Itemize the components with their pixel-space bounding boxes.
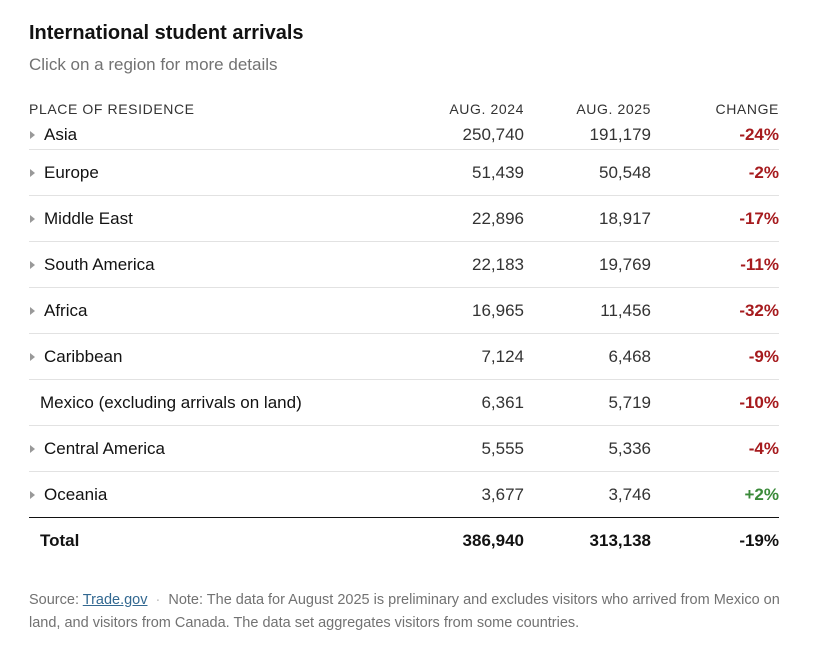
region-cell[interactable]: Middle East [29, 195, 359, 242]
column-header-change: CHANGE [715, 101, 779, 117]
region-label: Caribbean [44, 346, 123, 366]
change-value: -17% [651, 195, 779, 242]
change-value: -9% [651, 333, 779, 380]
expand-arrow-icon[interactable] [30, 444, 35, 453]
change-value: -4% [651, 425, 779, 472]
value-aug-2024: 5,555 [359, 425, 524, 472]
region-cell[interactable]: South America [29, 241, 359, 288]
expand-arrow-icon[interactable] [30, 352, 35, 361]
total-label: Total [40, 530, 80, 550]
expand-arrow-icon[interactable] [30, 168, 35, 177]
chart-footer: Source: Trade.gov · Note: The data for Aug… [29, 589, 789, 635]
value-aug-2025: 5,719 [524, 379, 651, 426]
source-link[interactable]: Trade.gov [82, 592, 148, 608]
total-row: Total 386,940 313,138 -19% [29, 518, 779, 564]
table-body: Asia 250,740 191,179 -24% Europe 51,439 50,548… [29, 123, 779, 563]
separator-dot: · [155, 592, 161, 608]
chart-subtitle: Click on a region for more details [29, 55, 278, 74]
region-label: Mexico (excluding arrivals on land) [40, 392, 302, 412]
value-aug-2025: 18,917 [524, 195, 651, 242]
region-label: Africa [44, 300, 88, 320]
value-aug-2025: 191,179 [524, 123, 651, 150]
column-header-aug-2024: AUG. 2024 [449, 101, 524, 117]
footer-note: Note: The data for August 2025 is prelim… [29, 592, 780, 631]
region-cell[interactable]: Asia [29, 123, 359, 150]
table-row[interactable]: South America 22,183 19,769 -11% [29, 241, 779, 288]
table-row[interactable]: Africa 16,965 11,456 -32% [29, 287, 779, 334]
change-value: -24% [651, 123, 779, 150]
table-row: Mexico (excluding arrivals on land) 6,361… [29, 379, 779, 426]
source-label: Source: [29, 592, 83, 608]
table-row[interactable]: Europe 51,439 50,548 -2% [29, 149, 779, 196]
region-cell[interactable]: Caribbean [29, 333, 359, 380]
chart-container: International student arrivals Click on … [29, 20, 780, 563]
value-aug-2024: 6,361 [359, 379, 524, 426]
change-value: -10% [651, 379, 779, 426]
region-label: Europe [44, 162, 99, 182]
change-value: -2% [651, 149, 779, 196]
region-cell[interactable]: Central America [29, 425, 359, 472]
region-label: South America [44, 254, 155, 274]
value-aug-2024: 3,677 [359, 471, 524, 518]
value-aug-2024: 51,439 [359, 149, 524, 196]
expand-arrow-icon[interactable] [30, 306, 35, 315]
total-aug-2024: 386,940 [462, 530, 524, 550]
value-aug-2025: 3,746 [524, 471, 651, 518]
chart-title: International student arrivals [29, 22, 304, 44]
total-change: -19% [739, 530, 779, 550]
region-label: Oceania [44, 484, 108, 504]
value-aug-2024: 250,740 [359, 123, 524, 150]
region-cell: Mexico (excluding arrivals on land) [29, 379, 359, 426]
expand-arrow-icon[interactable] [30, 260, 35, 269]
value-aug-2025: 5,336 [524, 425, 651, 472]
change-value: +2% [651, 471, 779, 518]
change-value: -11% [651, 241, 779, 288]
value-aug-2024: 7,124 [359, 333, 524, 380]
table-row[interactable]: Central America 5,555 5,336 -4% [29, 425, 779, 472]
region-cell[interactable]: Europe [29, 149, 359, 196]
expand-arrow-icon[interactable] [30, 214, 35, 223]
region-label: Middle East [44, 208, 133, 228]
table-row[interactable]: Middle East 22,896 18,917 -17% [29, 195, 779, 242]
expand-arrow-icon[interactable] [30, 490, 35, 499]
value-aug-2025: 19,769 [524, 241, 651, 288]
change-value: -32% [651, 287, 779, 334]
table-row[interactable]: Oceania 3,677 3,746 +2% [29, 471, 779, 518]
column-header-place: PLACE OF RESIDENCE [29, 101, 195, 117]
region-cell[interactable]: Oceania [29, 471, 359, 518]
region-cell[interactable]: Africa [29, 287, 359, 334]
arrivals-table: PLACE OF RESIDENCE AUG. 2024 AUG. 2025 C… [29, 101, 779, 563]
column-header-aug-2025: AUG. 2025 [576, 101, 651, 117]
value-aug-2024: 22,896 [359, 195, 524, 242]
total-aug-2025: 313,138 [589, 530, 651, 550]
value-aug-2024: 22,183 [359, 241, 524, 288]
value-aug-2025: 6,468 [524, 333, 651, 380]
table-row[interactable]: Caribbean 7,124 6,468 -9% [29, 333, 779, 380]
table-row[interactable]: Asia 250,740 191,179 -24% [29, 123, 779, 150]
expand-arrow-icon[interactable] [30, 131, 35, 139]
region-label: Asia [44, 125, 78, 144]
value-aug-2025: 50,548 [524, 149, 651, 196]
region-label: Central America [44, 438, 165, 458]
value-aug-2025: 11,456 [524, 287, 651, 334]
value-aug-2024: 16,965 [359, 287, 524, 334]
header-row: PLACE OF RESIDENCE AUG. 2024 AUG. 2025 C… [29, 101, 779, 123]
